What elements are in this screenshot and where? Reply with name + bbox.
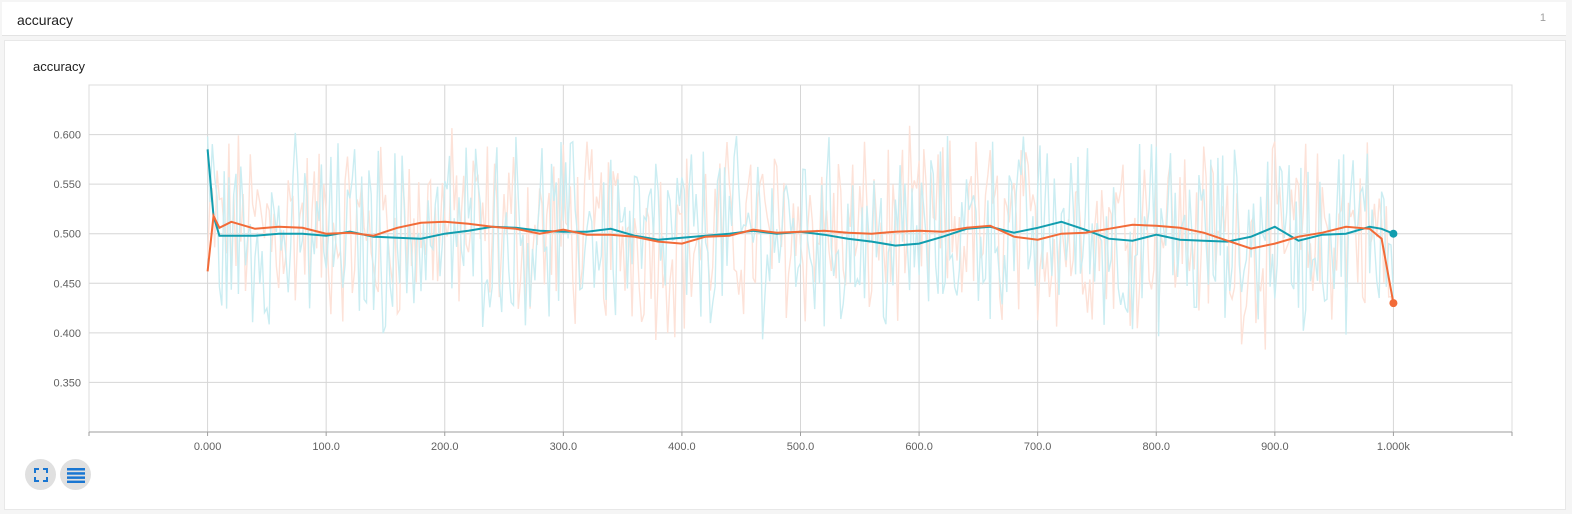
y-tick-label: 0.350 xyxy=(53,377,81,389)
chart-axes: 0.350 0.400 0.450 0.500 0.550 0.600 0.000 100.0… xyxy=(53,130,1513,453)
y-tick-label: 0.550 xyxy=(53,179,81,191)
x-tick-label: 300.0 xyxy=(550,441,578,453)
x-tick-label: 0.000 xyxy=(194,441,222,453)
x-tick-label: 800.0 xyxy=(1142,441,1170,453)
x-tick-label: 900.0 xyxy=(1261,441,1289,453)
series-end-markers xyxy=(1389,229,1398,308)
series-line xyxy=(206,212,1395,304)
x-tick-label: 600.0 xyxy=(905,441,933,453)
y-tick-label: 0.400 xyxy=(53,328,81,340)
x-tick-label: 1.000k xyxy=(1377,441,1411,453)
x-tick-label: 100.0 xyxy=(312,441,340,453)
series-end-point xyxy=(1389,299,1398,308)
expand-button[interactable] xyxy=(25,459,56,490)
x-tick-label: 700.0 xyxy=(1024,441,1052,453)
expand-icon xyxy=(33,467,48,482)
run-count-badge: 1 xyxy=(1539,12,1546,24)
y-tick-label: 0.600 xyxy=(53,130,81,142)
chart-grid xyxy=(88,84,1513,433)
chart-card: accuracy 0.350 0.400 0.450 0.500 0.550 0.600 0… xyxy=(4,40,1566,510)
accuracy-chart[interactable]: 0.350 0.400 0.450 0.500 0.550 0.600 0.000 100.0… xyxy=(5,41,1565,509)
smoothed-series-layer xyxy=(206,149,1395,304)
menu-lines-icon xyxy=(66,467,85,483)
chart-title: accuracy xyxy=(33,59,86,74)
x-tick-label: 200.0 xyxy=(431,441,459,453)
data-menu-button[interactable] xyxy=(60,459,91,490)
x-tick-label: 400.0 xyxy=(668,441,696,453)
y-tick-label: 0.500 xyxy=(53,229,81,241)
y-tick-label: 0.450 xyxy=(53,278,81,290)
run-header-title: accuracy xyxy=(17,12,74,28)
run-header[interactable]: accuracy 1 xyxy=(2,2,1566,36)
series-end-point xyxy=(1389,229,1398,238)
x-tick-label: 500.0 xyxy=(787,441,815,453)
